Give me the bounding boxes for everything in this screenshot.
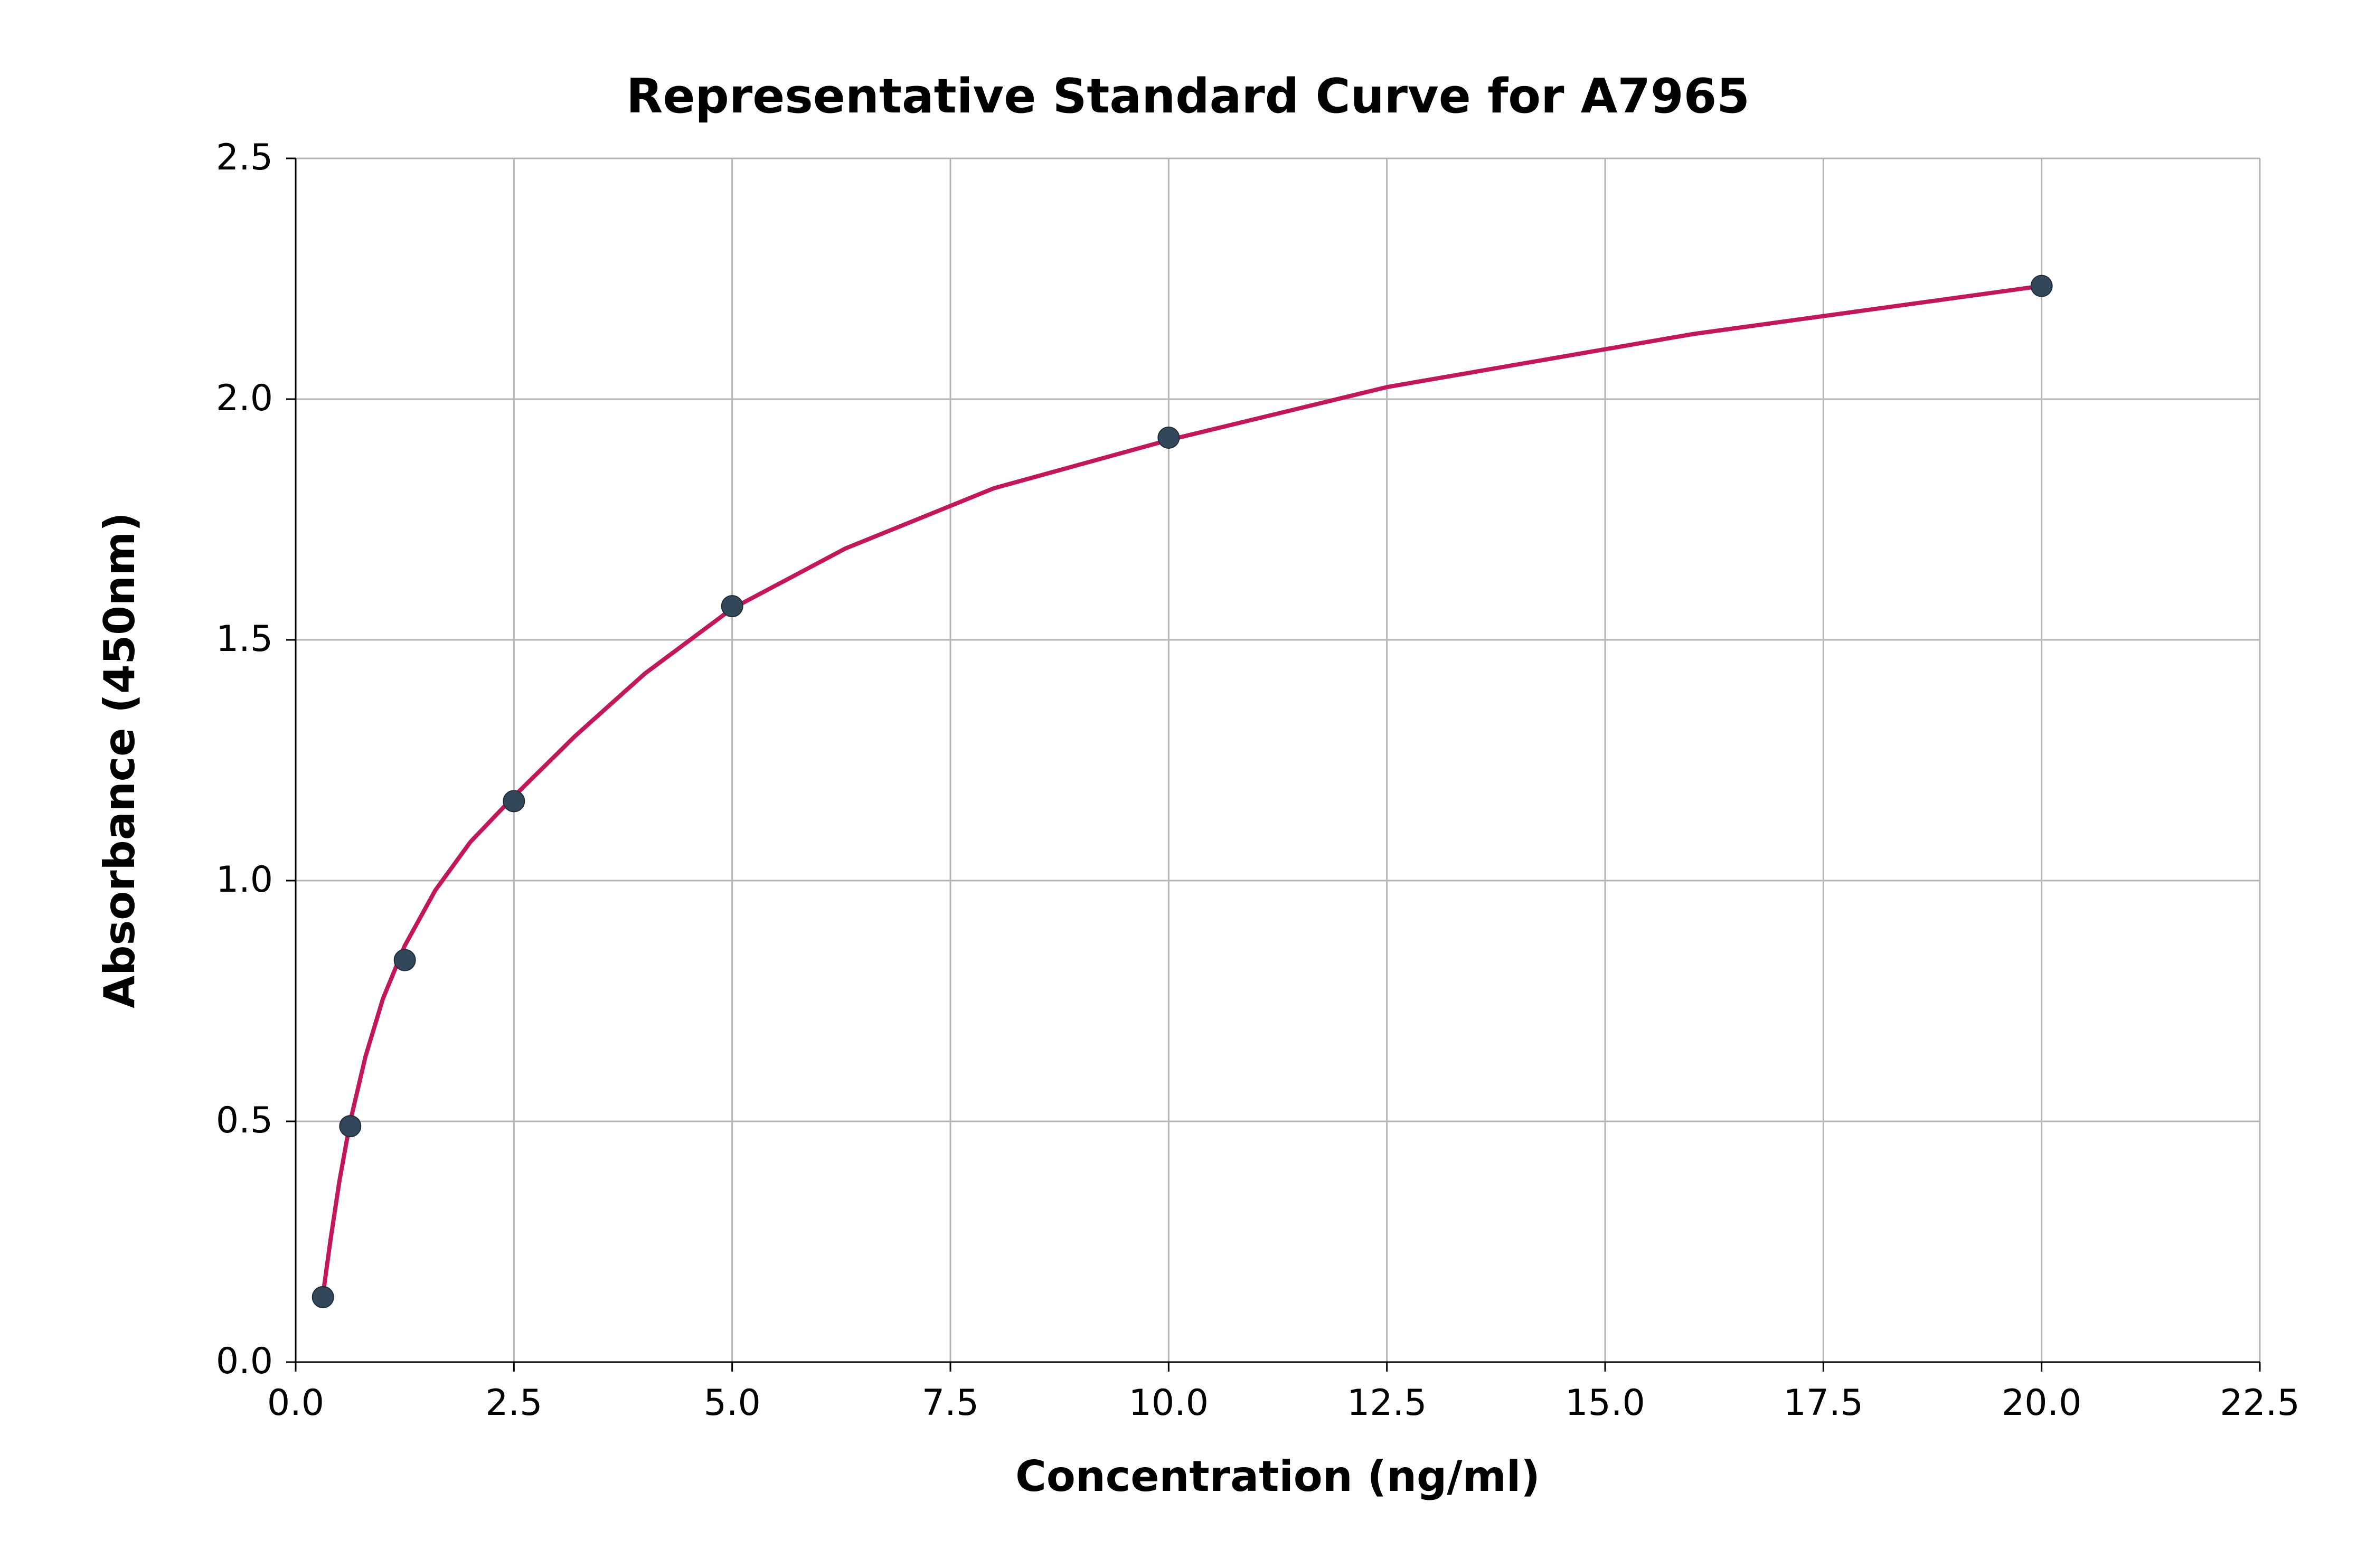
y-tick-label: 2.5 (216, 137, 273, 178)
y-tick-label: 0.0 (216, 1340, 273, 1382)
y-tick-label: 1.5 (216, 618, 273, 660)
x-tick-label: 7.5 (898, 1382, 1003, 1424)
y-tick-label: 2.0 (216, 377, 273, 419)
x-tick-label: 10.0 (1116, 1382, 1221, 1424)
x-tick-label: 20.0 (1989, 1382, 2095, 1424)
x-tick-label: 0.0 (243, 1382, 348, 1424)
x-tick-label: 17.5 (1770, 1382, 1876, 1424)
y-tick-label: 0.5 (216, 1100, 273, 1141)
y-tick-label: 1.0 (216, 859, 273, 901)
y-axis-label: Absorbance (450nm) (95, 158, 144, 1362)
chart-container: Representative Standard Curve for A7965 … (0, 0, 2376, 1568)
x-tick-label: 15.0 (1552, 1382, 1658, 1424)
x-tick-label: 5.0 (680, 1382, 785, 1424)
x-tick-label: 12.5 (1334, 1382, 1440, 1424)
x-axis-label: Concentration (ng/ml) (296, 1452, 2260, 1501)
x-tick-label: 2.5 (461, 1382, 567, 1424)
chart-svg (0, 0, 2376, 1568)
x-tick-label: 22.5 (2207, 1382, 2313, 1424)
